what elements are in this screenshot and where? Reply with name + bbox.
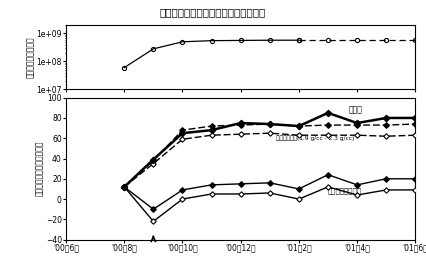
- Text: 観測値: 観測値: [348, 105, 362, 114]
- Text: 補正後の重力変化: 補正後の重力変化: [328, 187, 362, 194]
- Y-axis label: 重力変化（マイクロガル）: 重力変化（マイクロガル）: [35, 141, 44, 196]
- Text: 三宅島の山頂カルデラ陥没と重力変化: 三宅島の山頂カルデラ陥没と重力変化: [160, 7, 266, 17]
- Text: 陥没地形効果(1.9 g/cc - 2.3 g/cc): 陥没地形効果(1.9 g/cc - 2.3 g/cc): [276, 136, 354, 141]
- Y-axis label: 陥没体積（立方米）: 陥没体積（立方米）: [26, 36, 35, 78]
